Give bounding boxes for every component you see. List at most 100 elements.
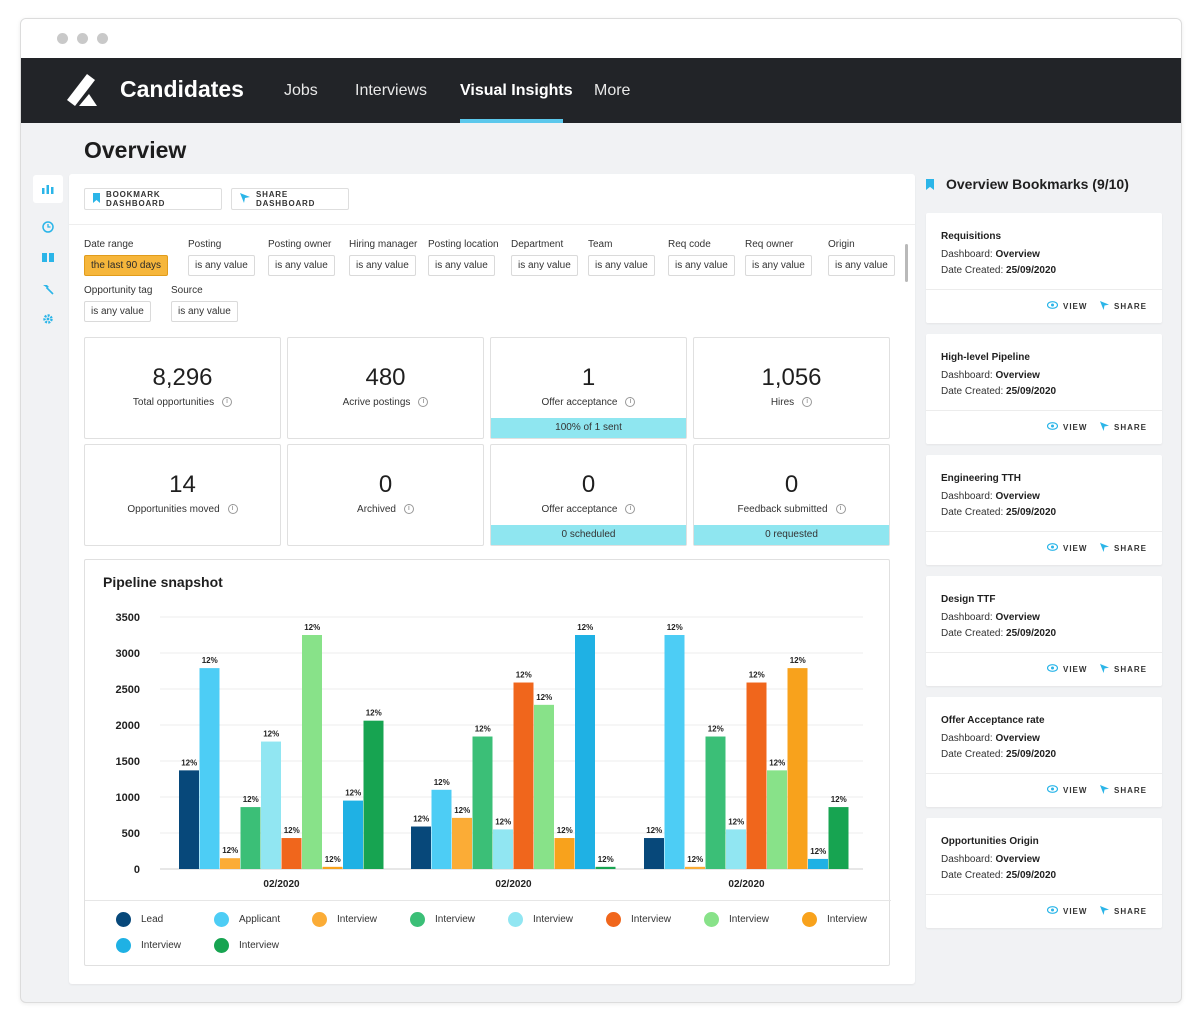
bar-data-label: 12%: [475, 725, 491, 734]
chart-bar[interactable]: [808, 858, 828, 869]
chart-bar[interactable]: [240, 807, 261, 869]
chart-bar[interactable]: [220, 858, 240, 869]
kpi-card[interactable]: 14 Opportunities moved i: [84, 444, 281, 546]
chart-bar[interactable]: [472, 736, 493, 869]
filter-value-dropdown[interactable]: is any value: [511, 255, 578, 276]
legend-item[interactable]: Applicant: [214, 912, 280, 927]
filter-value-dropdown[interactable]: is any value: [828, 255, 895, 276]
chart-bar[interactable]: [685, 866, 705, 869]
chart-bar[interactable]: [431, 789, 452, 869]
chart-bar[interactable]: [828, 807, 849, 869]
kpi-card[interactable]: 1 Offer acceptance i 100% of 1 sent: [490, 337, 687, 439]
chart-bar[interactable]: [787, 668, 808, 869]
view-button[interactable]: VIEW: [1046, 422, 1087, 432]
kpi-card[interactable]: 0 Feedback submitted i 0 requested: [693, 444, 890, 546]
hammer-icon[interactable]: [33, 275, 63, 303]
filter-value-dropdown[interactable]: is any value: [171, 301, 238, 322]
share-button[interactable]: SHARE: [1100, 422, 1147, 433]
view-button[interactable]: VIEW: [1046, 785, 1087, 795]
info-icon[interactable]: i: [835, 504, 846, 515]
filter-item: Posting is any value: [188, 239, 255, 276]
chart-bar[interactable]: [302, 635, 322, 869]
filter-value-dropdown[interactable]: is any value: [668, 255, 735, 276]
brand-name[interactable]: Candidates: [120, 76, 244, 102]
chart-bar[interactable]: [534, 704, 554, 869]
window-minimize-button[interactable]: [77, 33, 88, 44]
nav-item-visual-insights[interactable]: Visual Insights: [460, 82, 573, 99]
info-icon[interactable]: i: [418, 397, 429, 408]
filter-value-dropdown[interactable]: the last 90 days: [84, 255, 169, 276]
filter-value-dropdown[interactable]: is any value: [745, 255, 812, 276]
kpi-card[interactable]: 0 Offer acceptance i 0 scheduled: [490, 444, 687, 546]
chart-bar[interactable]: [411, 826, 431, 869]
chart-bar[interactable]: [343, 800, 363, 869]
chart-bar[interactable]: [281, 838, 302, 869]
share-button[interactable]: SHARE: [1100, 906, 1147, 917]
chart-bar[interactable]: [261, 741, 281, 869]
chart-bar[interactable]: [493, 829, 513, 869]
kpi-card[interactable]: 480 Acrive postings i: [287, 337, 484, 439]
share-button[interactable]: SHARE: [1100, 664, 1147, 675]
legend-item[interactable]: Interview: [116, 938, 181, 953]
book-icon[interactable]: [33, 243, 63, 271]
chart-bar[interactable]: [644, 838, 664, 869]
view-button[interactable]: VIEW: [1046, 664, 1087, 674]
filter-value-dropdown[interactable]: is any value: [428, 255, 495, 276]
legend-item[interactable]: Interview: [410, 912, 475, 927]
legend-item[interactable]: Interview: [802, 912, 867, 927]
legend-item[interactable]: Interview: [214, 938, 279, 953]
window-close-button[interactable]: [57, 33, 68, 44]
chart-bar[interactable]: [199, 668, 220, 869]
bookmark-dashboard-button[interactable]: BOOKMARK DASHBOARD: [84, 188, 222, 210]
chart-bar[interactable]: [595, 866, 616, 869]
nav-item-jobs[interactable]: Jobs: [284, 82, 318, 99]
chart-bar[interactable]: [705, 736, 726, 869]
view-button[interactable]: VIEW: [1046, 543, 1087, 553]
filter-value-dropdown[interactable]: is any value: [588, 255, 655, 276]
bar-chart-icon[interactable]: [33, 175, 63, 203]
chart-bar[interactable]: [767, 770, 787, 869]
filter-scrollbar[interactable]: [905, 244, 908, 282]
info-icon[interactable]: i: [222, 397, 233, 408]
chart-bar[interactable]: [322, 866, 343, 869]
view-button[interactable]: VIEW: [1046, 906, 1087, 916]
legend-item[interactable]: Interview: [508, 912, 573, 927]
info-icon[interactable]: i: [802, 397, 813, 408]
legend-item[interactable]: Interview: [704, 912, 769, 927]
share-dashboard-button[interactable]: SHARE DASHBOARD: [231, 188, 349, 210]
legend-item[interactable]: Lead: [116, 912, 163, 927]
kpi-card[interactable]: 8,296 Total opportunities i: [84, 337, 281, 439]
chart-bar[interactable]: [513, 682, 534, 869]
chart-bar[interactable]: [746, 682, 767, 869]
legend-item[interactable]: Interview: [606, 912, 671, 927]
filter-value-dropdown[interactable]: is any value: [268, 255, 335, 276]
info-icon[interactable]: i: [403, 504, 414, 515]
legend-item[interactable]: Interview: [312, 912, 377, 927]
share-icon: [1100, 906, 1109, 917]
filter-value-dropdown[interactable]: is any value: [349, 255, 416, 276]
nav-item-more[interactable]: More: [594, 82, 631, 99]
info-icon[interactable]: i: [625, 397, 636, 408]
logo-icon[interactable]: [65, 70, 105, 108]
nav-item-interviews[interactable]: Interviews: [355, 82, 428, 99]
chart-bar[interactable]: [363, 720, 384, 869]
chart-bar[interactable]: [664, 635, 685, 869]
chart-bar[interactable]: [575, 635, 595, 869]
filter-value-dropdown[interactable]: is any value: [84, 301, 151, 322]
kpi-card[interactable]: 0 Archived i: [287, 444, 484, 546]
chart-bar[interactable]: [452, 817, 472, 869]
share-button[interactable]: SHARE: [1100, 301, 1147, 312]
gear-icon[interactable]: [33, 305, 63, 333]
view-button[interactable]: VIEW: [1046, 301, 1087, 311]
chart-bar[interactable]: [554, 838, 575, 869]
kpi-card[interactable]: 1,056 Hires i: [693, 337, 890, 439]
window-maximize-button[interactable]: [97, 33, 108, 44]
chart-bar[interactable]: [179, 770, 199, 869]
info-icon[interactable]: i: [227, 504, 238, 515]
share-button[interactable]: SHARE: [1100, 785, 1147, 796]
share-button[interactable]: SHARE: [1100, 543, 1147, 554]
clock-icon[interactable]: [33, 213, 63, 241]
chart-bar[interactable]: [726, 829, 746, 869]
info-icon[interactable]: i: [625, 504, 636, 515]
filter-value-dropdown[interactable]: is any value: [188, 255, 255, 276]
